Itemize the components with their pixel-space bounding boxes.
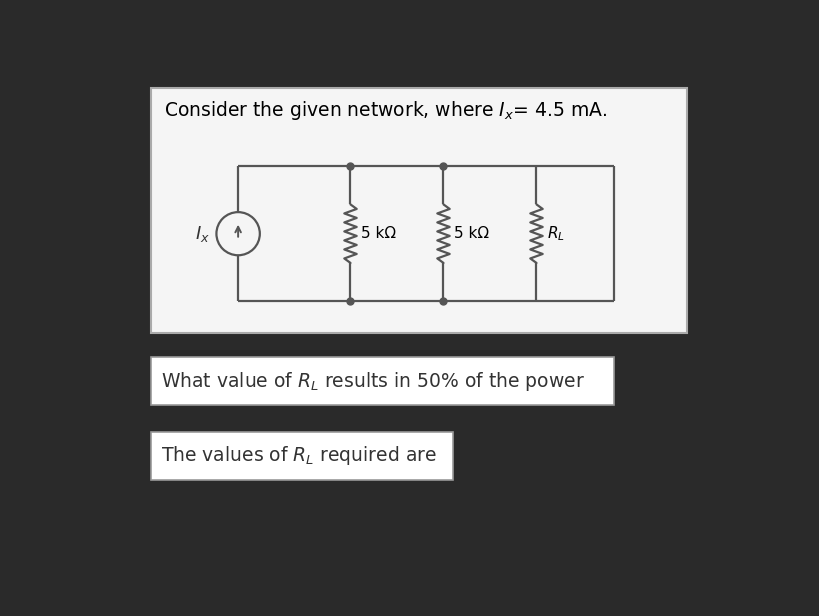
Bar (151, 432, 452, 480)
Text: What value of $R_L$ results in 50% of the power: What value of $R_L$ results in 50% of th… (161, 370, 585, 392)
Text: 5 kΩ: 5 kΩ (454, 226, 489, 241)
Text: 5 kΩ: 5 kΩ (361, 226, 396, 241)
Bar (151, 87, 686, 333)
Text: $I_x$: $I_x$ (195, 224, 210, 244)
Bar (151, 357, 613, 405)
Text: $R_L$: $R_L$ (547, 224, 564, 243)
Text: Consider the given network, where $I_x$= 4.5 mA.: Consider the given network, where $I_x$=… (165, 99, 607, 123)
Text: The values of $R_L$ required are: The values of $R_L$ required are (161, 444, 437, 468)
